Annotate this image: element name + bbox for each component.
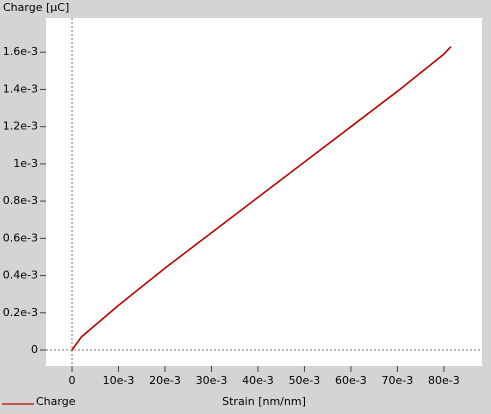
y-tick-label: 1.6e-3 bbox=[3, 45, 38, 58]
x-tick-label: 50e-3 bbox=[289, 374, 321, 387]
y-tick-label: 0.4e-3 bbox=[3, 269, 38, 282]
y-tick-label: 0.8e-3 bbox=[3, 194, 38, 207]
x-tick-label: 80e-3 bbox=[428, 374, 460, 387]
y-tick-label: 1.4e-3 bbox=[3, 82, 38, 95]
y-tick-label: 1.2e-3 bbox=[3, 120, 38, 133]
y-tick-label: 0 bbox=[31, 343, 38, 356]
y-tick-label: 0.6e-3 bbox=[3, 231, 38, 244]
x-axis-label: Strain [nm/nm] bbox=[222, 395, 306, 408]
x-tick-label: 10e-3 bbox=[103, 374, 135, 387]
y-tick-label: 1e-3 bbox=[13, 157, 38, 170]
x-tick-label: 0 bbox=[69, 374, 76, 387]
x-tick-label: 70e-3 bbox=[382, 374, 414, 387]
y-axis-label: Charge [µC] bbox=[3, 1, 69, 14]
legend-label: Charge bbox=[36, 395, 76, 408]
x-tick-label: 30e-3 bbox=[196, 374, 228, 387]
x-tick-label: 20e-3 bbox=[149, 374, 181, 387]
x-tick-label: 60e-3 bbox=[335, 374, 367, 387]
data-line bbox=[71, 46, 452, 351]
y-tick-label: 0.2e-3 bbox=[3, 306, 38, 319]
x-tick-label: 40e-3 bbox=[242, 374, 274, 387]
